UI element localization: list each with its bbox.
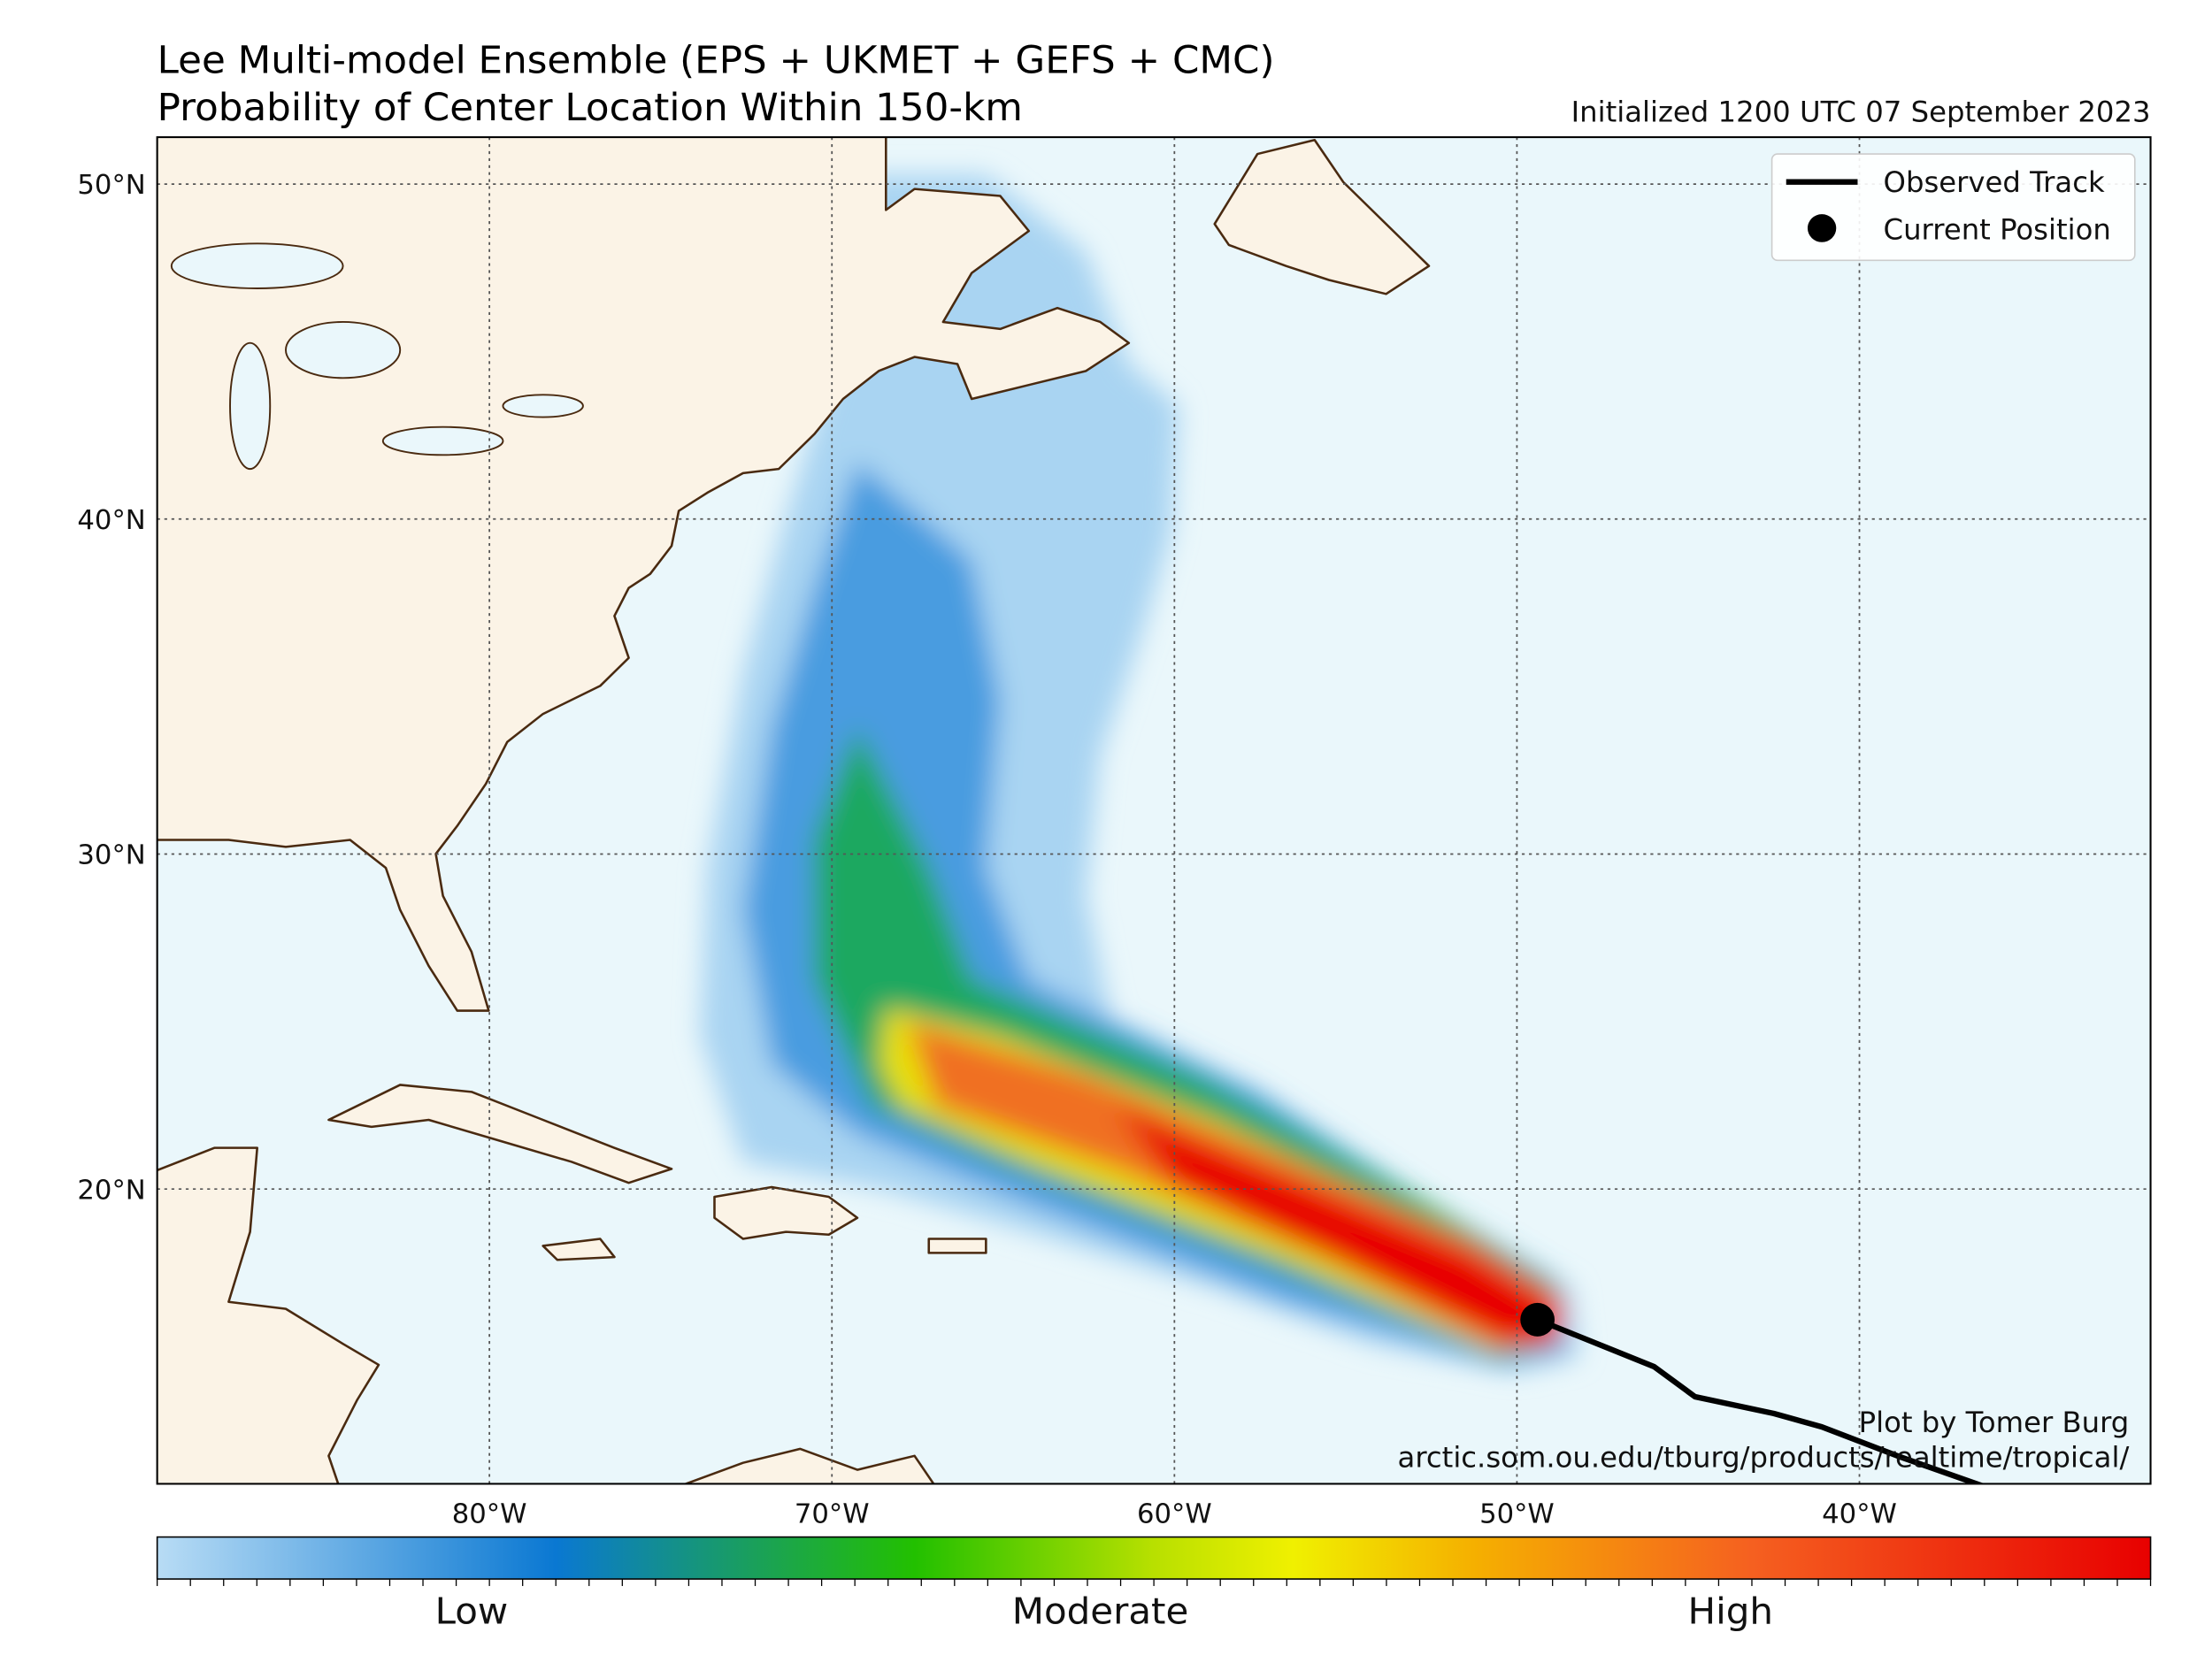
lon-tick-label: 80°W — [452, 1499, 527, 1530]
lake-michigan — [229, 341, 272, 471]
prob-highest — [1114, 1106, 1561, 1345]
legend: Observed Track Current Position — [1770, 153, 2136, 262]
puerto-rico — [927, 1238, 987, 1254]
lat-tick-label: 40°N — [77, 505, 145, 536]
map — [157, 137, 2151, 1484]
newfoundland — [1213, 138, 1431, 295]
legend-track-label: Observed Track — [1884, 165, 2106, 199]
lon-tick-label: 50°W — [1479, 1499, 1555, 1530]
subtitle: Probability of Center Location Within 15… — [157, 86, 1023, 129]
title: Lee Multi-model Ensemble (EPS + UKMET + … — [157, 39, 1275, 82]
central-america — [157, 1146, 380, 1484]
map-frame — [156, 136, 2152, 1485]
probability-field — [700, 174, 1579, 1372]
cuba — [327, 1084, 673, 1184]
colorbar — [156, 1536, 2152, 1580]
graticule — [157, 137, 2151, 1484]
init-time: Initialized 1200 UTC 07 September 2023 — [1571, 96, 2151, 129]
credit-author: Plot by Tomer Burg — [1859, 1406, 2130, 1439]
south-america — [684, 1447, 935, 1484]
legend-position-label: Current Position — [1884, 213, 2111, 247]
lon-tick-label: 40°W — [1822, 1499, 1897, 1530]
legend-box — [1770, 153, 2136, 262]
lake-huron — [285, 321, 402, 379]
credit-url: arctic.som.ou.edu/tburg/products/realtim… — [1398, 1441, 2130, 1475]
lake-superior — [170, 242, 344, 289]
colorbar-ticks — [157, 1579, 2152, 1586]
lake-erie — [381, 425, 504, 456]
observed-track — [1536, 1316, 1985, 1484]
jamaica — [541, 1238, 616, 1261]
track-layer — [1520, 1302, 1985, 1484]
lat-tick-label: 50°N — [77, 170, 145, 201]
north-america — [157, 137, 1131, 1012]
legend-position-symbol — [1807, 214, 1837, 242]
colorbar-label: High — [1688, 1590, 1773, 1632]
tick-labels: 20°N 30°N 40°N 50°N 80°W 70°W 60°W 50°W 40°W — [77, 170, 1896, 1529]
lon-tick-label: 70°W — [795, 1499, 870, 1530]
lat-tick-label: 30°N — [77, 840, 145, 871]
lat-tick-label: 20°N — [77, 1176, 145, 1207]
lake-ontario — [502, 394, 584, 418]
colorbar-label: Moderate — [1012, 1590, 1189, 1632]
colorbar-label: Low — [435, 1590, 509, 1632]
current-position — [1520, 1302, 1555, 1337]
lon-tick-label: 60°W — [1137, 1499, 1212, 1530]
hispaniola — [713, 1185, 859, 1240]
